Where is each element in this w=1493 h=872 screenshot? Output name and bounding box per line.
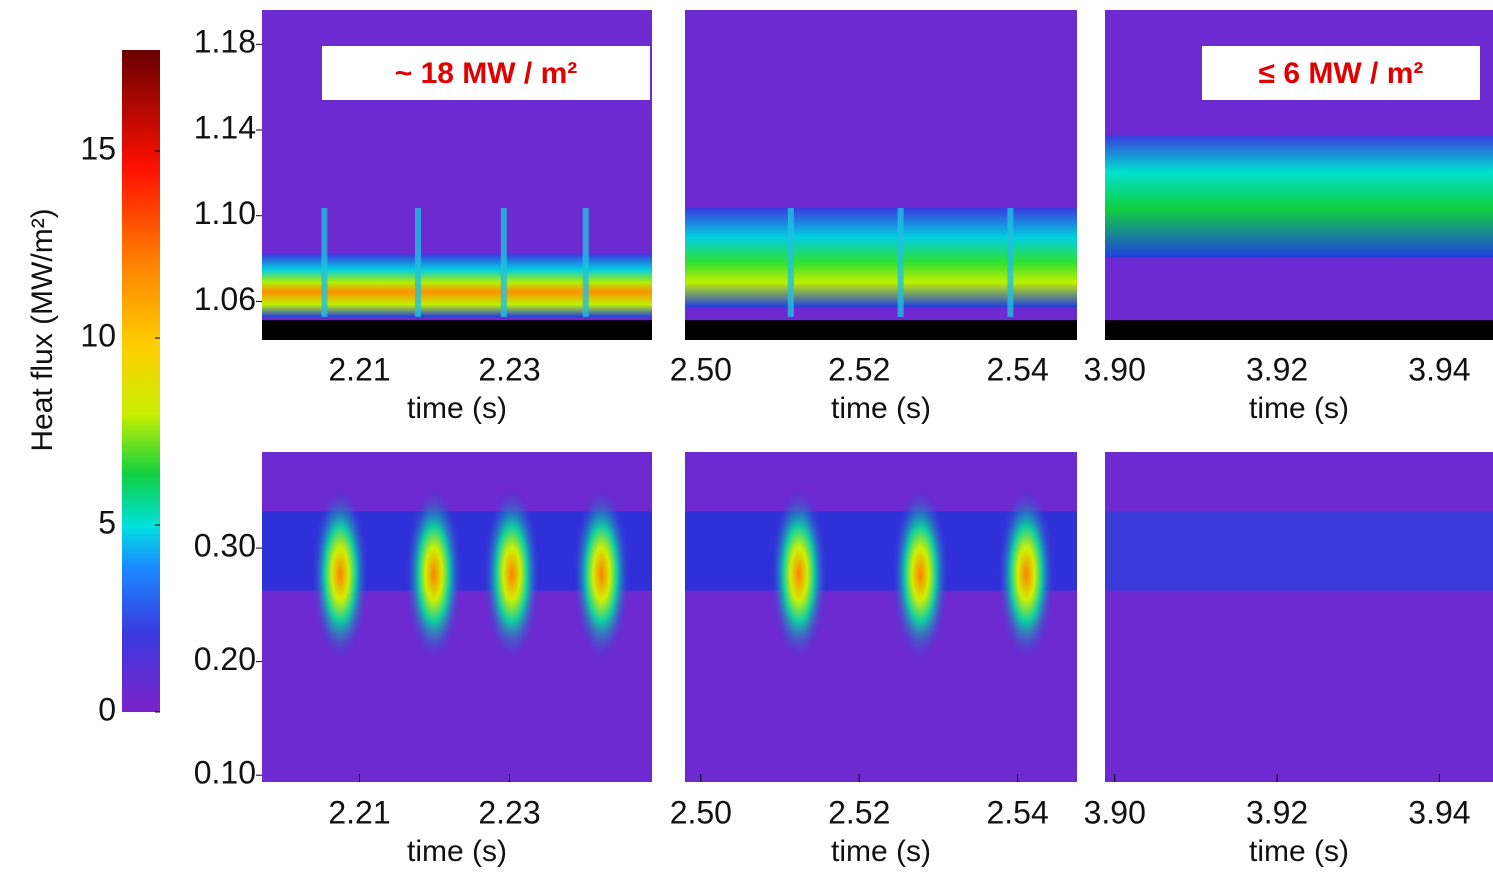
heatmap-spike bbox=[1007, 208, 1014, 317]
heatmap-spike bbox=[787, 208, 794, 317]
annotation-box bbox=[322, 46, 650, 100]
heatmap-spike bbox=[483, 488, 540, 660]
heatmap-band bbox=[262, 254, 652, 317]
x-tick-label: 2.52 bbox=[828, 794, 890, 830]
heatmap-band bbox=[1105, 511, 1493, 591]
heatmap-spike bbox=[500, 208, 507, 317]
y-tick-label: 0.10 bbox=[194, 755, 256, 791]
y-tick-label: 1.14 bbox=[194, 109, 256, 145]
heatmap-band bbox=[685, 208, 1077, 307]
heatmap-spike bbox=[312, 488, 369, 660]
heatmap-band bbox=[685, 320, 1077, 340]
annotation: ≤ 6 MW / m² bbox=[1259, 57, 1424, 90]
x-axis-label: time (s) bbox=[1249, 392, 1349, 425]
x-tick-label: 2.54 bbox=[986, 794, 1048, 830]
heatmap-band bbox=[262, 320, 652, 340]
annotation-box bbox=[1202, 46, 1480, 100]
x-axis-label: time (s) bbox=[831, 835, 931, 868]
heatmap-spike bbox=[892, 488, 949, 660]
x-tick-label: 3.92 bbox=[1246, 351, 1308, 387]
x-axis-label: time (s) bbox=[407, 392, 507, 425]
x-tick-label: 3.92 bbox=[1246, 794, 1308, 830]
x-tick-label: 2.50 bbox=[670, 351, 732, 387]
colorbar-label: Heat flux (MW/m²) bbox=[26, 208, 59, 451]
x-tick-label: 3.90 bbox=[1084, 794, 1146, 830]
y-tick-label: 15 bbox=[80, 130, 116, 166]
heatmap-spike bbox=[405, 488, 462, 660]
x-axis-label: time (s) bbox=[831, 392, 931, 425]
x-tick-label: 2.21 bbox=[328, 351, 390, 387]
heatmap bbox=[1105, 452, 1493, 782]
heatmap-spike bbox=[582, 208, 589, 317]
y-tick-label: 1.06 bbox=[194, 281, 256, 317]
colorbar bbox=[122, 50, 160, 712]
heatmap-band bbox=[1105, 135, 1493, 258]
x-axis-label: time (s) bbox=[1249, 835, 1349, 868]
heatmap-spike bbox=[897, 208, 904, 317]
y-tick-label: 0 bbox=[98, 691, 116, 727]
heatmap-spike bbox=[998, 488, 1055, 660]
y-tick-label: 10 bbox=[80, 317, 116, 353]
x-tick-label: 3.94 bbox=[1408, 794, 1470, 830]
x-tick-label: 2.54 bbox=[986, 351, 1048, 387]
x-tick-label: 2.52 bbox=[828, 351, 890, 387]
x-tick-label: 3.90 bbox=[1084, 351, 1146, 387]
x-tick-label: 2.23 bbox=[478, 794, 540, 830]
y-tick-label: 1.18 bbox=[194, 24, 256, 60]
x-tick-label: 3.94 bbox=[1408, 351, 1470, 387]
heatmap-spike bbox=[573, 488, 630, 660]
annotation: ~ 18 MW / m² bbox=[395, 57, 578, 90]
x-tick-label: 2.21 bbox=[328, 794, 390, 830]
y-tick-label: 0.30 bbox=[194, 528, 256, 564]
x-tick-label: 2.23 bbox=[478, 351, 540, 387]
heatmap-spike bbox=[321, 208, 328, 317]
y-tick-label: 1.10 bbox=[194, 195, 256, 231]
heatmap-band bbox=[1105, 320, 1493, 340]
y-tick-label: 5 bbox=[98, 504, 116, 540]
y-tick-label: 0.20 bbox=[194, 641, 256, 677]
heatmap-spike bbox=[415, 208, 421, 317]
heatmap-spike bbox=[770, 488, 827, 660]
x-axis-label: time (s) bbox=[407, 835, 507, 868]
x-tick-label: 2.50 bbox=[670, 794, 732, 830]
